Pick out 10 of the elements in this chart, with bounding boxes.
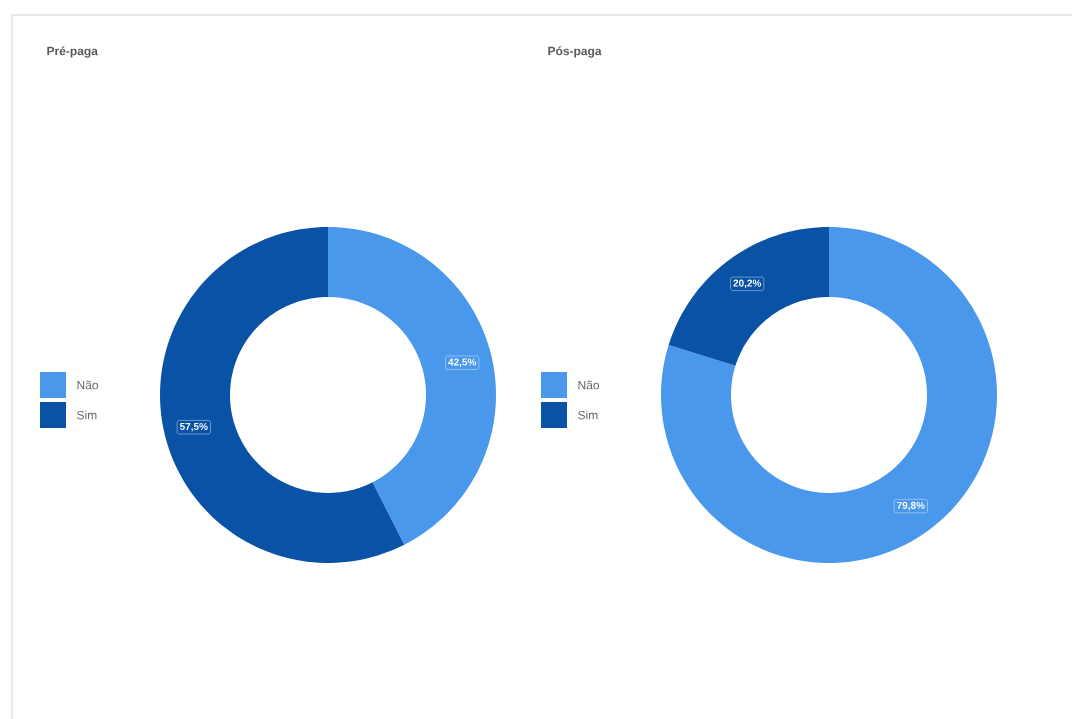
- data-label: 57,5%: [179, 422, 208, 432]
- chart-title: Pré-paga: [47, 46, 98, 58]
- legend-label: Não: [578, 380, 600, 390]
- legend-label: Sim: [77, 410, 97, 420]
- data-label: 20,2%: [733, 279, 762, 289]
- legend-label: Sim: [578, 410, 598, 420]
- data-label: 79,8%: [897, 501, 925, 511]
- data-label: 42,5%: [448, 358, 477, 368]
- legend-label: Não: [77, 380, 99, 390]
- chart-title: Pós-paga: [548, 46, 602, 58]
